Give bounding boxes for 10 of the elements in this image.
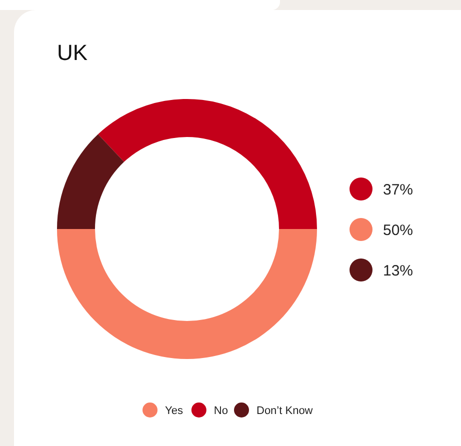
donut-slice: [57, 134, 124, 229]
legend-label: Don’t Know: [256, 405, 313, 417]
legend-entry: 37%: [350, 178, 414, 200]
legend-entry: 50%: [350, 218, 414, 241]
legend-label: No: [214, 405, 228, 417]
chart-title: UK: [57, 40, 88, 65]
legend-label: Yes: [165, 405, 184, 417]
donut-slice: [98, 99, 317, 229]
legend-entry: 13%: [350, 258, 414, 282]
donut-slice: [57, 229, 317, 359]
